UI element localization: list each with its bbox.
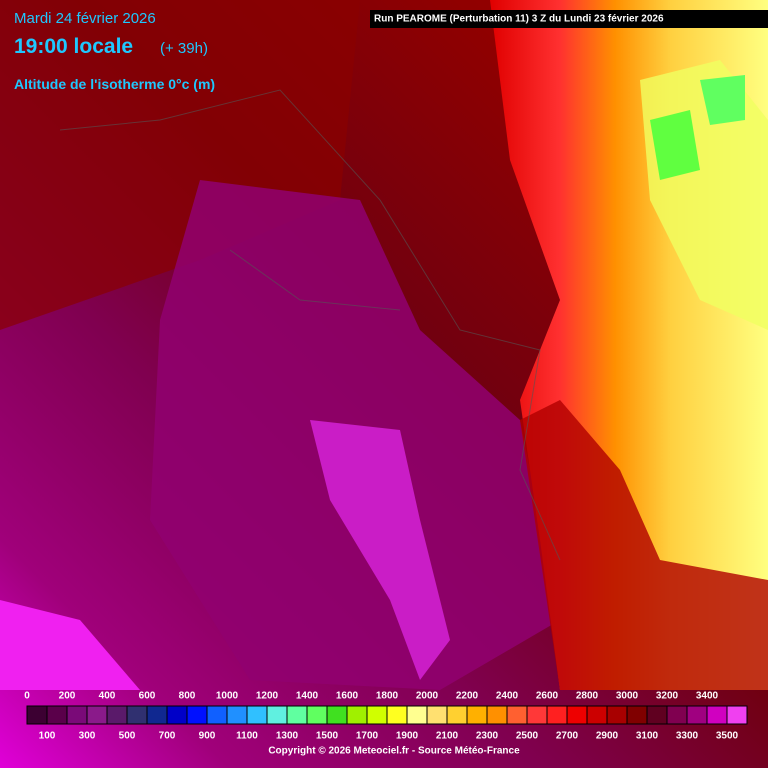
legend-label: 3000 — [616, 691, 639, 702]
legend-label: 500 — [119, 731, 136, 742]
legend-swatch — [106, 705, 128, 725]
legend-label: 0 — [24, 691, 30, 702]
border — [59, 89, 561, 561]
legend-swatch — [306, 705, 328, 725]
legend-label: 1600 — [336, 691, 359, 702]
legend-swatch — [246, 705, 268, 725]
legend-label: 3100 — [636, 731, 659, 742]
legend-swatch — [166, 705, 188, 725]
legend-swatch — [446, 705, 468, 725]
legend-swatch — [586, 705, 608, 725]
legend-swatch — [46, 705, 68, 725]
legend-swatch — [646, 705, 668, 725]
legend-label: 400 — [99, 691, 116, 702]
legend-label: 2900 — [596, 731, 619, 742]
legend-swatch — [366, 705, 388, 725]
legend-label: 200 — [59, 691, 76, 702]
region — [520, 400, 768, 690]
legend-swatch — [726, 705, 748, 725]
region — [0, 0, 360, 330]
legend-label: 1500 — [316, 731, 339, 742]
legend-swatch — [226, 705, 248, 725]
legend-label: 800 — [179, 691, 196, 702]
run-info: Run PEAROME (Perturbation 11) 3 Z du Lun… — [374, 14, 664, 25]
legend-label: 3500 — [716, 731, 739, 742]
legend-swatch — [526, 705, 548, 725]
region — [650, 110, 700, 180]
legend-swatch — [286, 705, 308, 725]
legend-label: 2200 — [456, 691, 479, 702]
legend-label: 2400 — [496, 691, 519, 702]
legend-swatch — [206, 705, 228, 725]
legend-label: 1800 — [376, 691, 399, 702]
legend-swatch — [266, 705, 288, 725]
legend-swatch — [86, 705, 108, 725]
legend-label: 3400 — [696, 691, 719, 702]
region — [700, 75, 745, 125]
legend-label: 1000 — [216, 691, 239, 702]
legend-label: 2800 — [576, 691, 599, 702]
legend-swatch — [426, 705, 448, 725]
legend-label: 1700 — [356, 731, 379, 742]
legend-label: 300 — [79, 731, 96, 742]
legend-swatch — [466, 705, 488, 725]
legend-label: 2300 — [476, 731, 499, 742]
legend-swatch — [26, 705, 48, 725]
legend-label: 2600 — [536, 691, 559, 702]
legend-swatch — [566, 705, 588, 725]
legend-swatch — [626, 705, 648, 725]
legend-swatch — [346, 705, 368, 725]
run-banner — [370, 10, 768, 28]
legend-label: 2100 — [436, 731, 459, 742]
legend-swatch — [486, 705, 508, 725]
legend-swatch — [606, 705, 628, 725]
legend-label: 600 — [139, 691, 156, 702]
legend-label: 2700 — [556, 731, 579, 742]
legend-label: 1300 — [276, 731, 299, 742]
copyright: Copyright © 2026 Meteociel.fr - Source M… — [268, 746, 520, 757]
forecast-offset: (+ 39h) — [160, 40, 208, 57]
legend-label: 1900 — [396, 731, 419, 742]
legend-swatch — [386, 705, 408, 725]
legend-swatch — [666, 705, 688, 725]
legend-swatch — [706, 705, 728, 725]
legend-swatch — [326, 705, 348, 725]
legend-swatch — [146, 705, 168, 725]
legend-label: 2000 — [416, 691, 439, 702]
legend-swatch — [546, 705, 568, 725]
legend-swatch — [66, 705, 88, 725]
legend-swatch — [186, 705, 208, 725]
region — [0, 600, 140, 690]
legend-swatch — [686, 705, 708, 725]
legend-label: 1200 — [256, 691, 279, 702]
legend-swatch — [406, 705, 428, 725]
legend-swatch — [126, 705, 148, 725]
time: 19:00 locale — [14, 35, 133, 58]
legend-label: 900 — [199, 731, 216, 742]
legend-label: 3300 — [676, 731, 699, 742]
legend-label: 3200 — [656, 691, 679, 702]
legend-label: 700 — [159, 731, 176, 742]
legend-label: 2500 — [516, 731, 539, 742]
legend-label: 1100 — [236, 731, 258, 742]
date: Mardi 24 février 2026 — [14, 10, 156, 27]
legend-label: 1400 — [296, 691, 319, 702]
legend-label: 100 — [39, 731, 56, 742]
legend-swatch — [506, 705, 528, 725]
region — [310, 420, 450, 680]
parameter: Altitude de l'isotherme 0°c (m) — [14, 76, 215, 92]
